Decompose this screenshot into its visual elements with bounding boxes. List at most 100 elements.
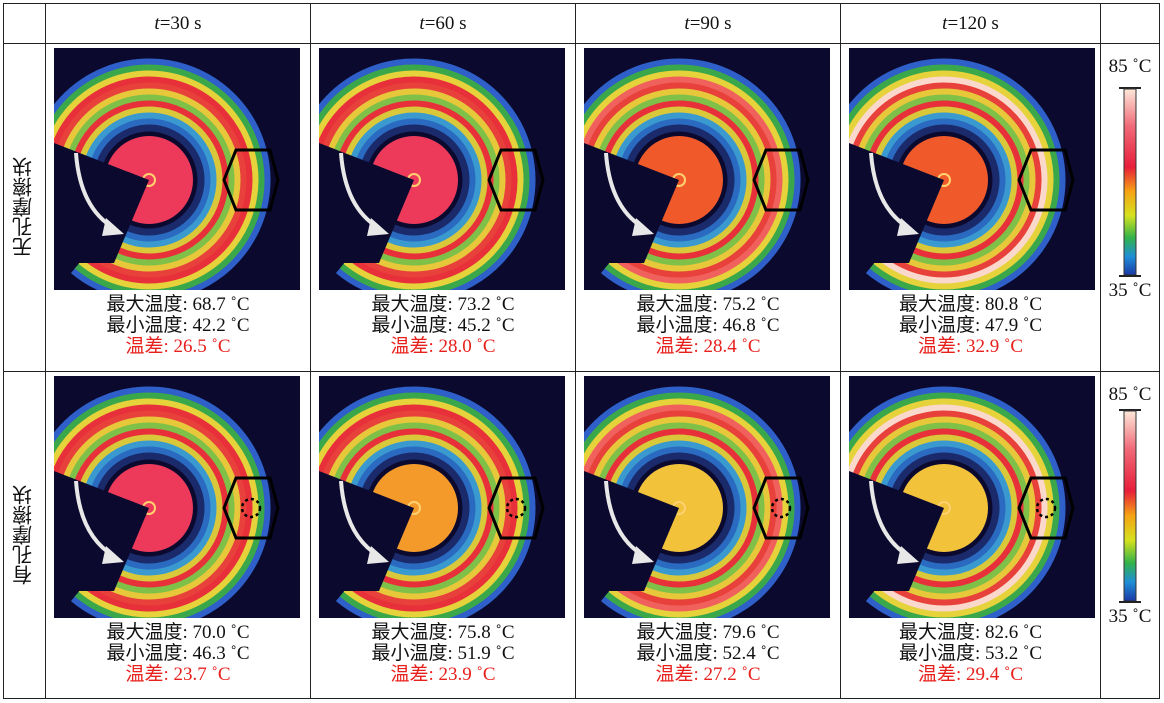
- thermal-ring: [869, 100, 1024, 260]
- thermal-ring: [598, 422, 765, 594]
- thermal-ring: [74, 428, 229, 588]
- thermal-ring: [891, 452, 1000, 564]
- temperature-stats: 最大温度: 70.0 ˚C 最小温度: 46.3 ˚C 温差: 23.7 ˚C: [46, 622, 310, 685]
- pad-hole-outline: [240, 497, 262, 519]
- temperature-stats: 最大温度: 80.8 ˚C 最小温度: 47.9 ˚C 温差: 32.9 ˚C: [841, 294, 1100, 357]
- friction-pad-outline: [1017, 148, 1075, 212]
- thermal-cell: 最大温度: 79.6 ˚C 最小温度: 52.4 ˚C 温差: 27.2 ˚C: [576, 372, 840, 699]
- max-temperature: 最大温度: 73.2 ˚C: [371, 294, 515, 315]
- thermal-ring: [626, 124, 735, 236]
- col-divider-2: [310, 3, 311, 699]
- row-label-no-hole: 无孔摩擦块: [13, 157, 36, 258]
- thermal-ring: [333, 422, 500, 594]
- min-temperature: 最小温度: 47.9 ˚C: [898, 315, 1043, 336]
- thermal-ring: [74, 100, 229, 260]
- color-scale-row-2: 85 ˚C 35 ˚C: [1101, 372, 1159, 698]
- thermal-ring: [319, 404, 518, 612]
- min-temperature: 最小温度: 53.2 ˚C: [898, 643, 1043, 664]
- thermal-ring: [322, 410, 512, 606]
- col-divider-0: [3, 3, 4, 699]
- thermal-ring: [849, 404, 1048, 612]
- min-temperature: 最小温度: 46.3 ˚C: [106, 643, 250, 664]
- temperature-difference: 温差: 32.9 ˚C: [917, 336, 1024, 357]
- thermal-ring: [891, 124, 1000, 236]
- row-divider: [3, 371, 1160, 372]
- thermal-ring: [91, 446, 211, 570]
- thermal-ring: [57, 82, 247, 278]
- thermal-ring: [609, 434, 753, 582]
- min-temperature: 最小温度: 52.4 ˚C: [636, 643, 780, 664]
- rotation-arrow-head: [897, 218, 919, 236]
- friction-pad-outline: [1017, 476, 1075, 540]
- thermal-ring: [598, 94, 765, 266]
- thermal-ring: [350, 112, 482, 248]
- rotation-arrow-head: [632, 218, 654, 236]
- temperature-difference: 温差: 23.7 ˚C: [125, 664, 231, 685]
- thermal-ring: [587, 410, 777, 606]
- max-temperature: 最大温度: 70.0 ˚C: [106, 622, 250, 643]
- thermal-ring: [584, 404, 783, 612]
- thermal-ring: [85, 440, 217, 576]
- friction-pad-outline: [222, 148, 280, 212]
- temperature-difference: 温差: 27.2 ˚C: [655, 664, 761, 685]
- thermal-ring: [869, 428, 1024, 588]
- thermal-ring: [54, 70, 259, 290]
- thermal-ring: [621, 446, 741, 570]
- figure-table: t=30 s t=60 s t=90 s t=120 s 无孔摩擦块 有孔摩擦块…: [3, 3, 1160, 699]
- thermal-ring: [874, 106, 1018, 254]
- thermal-ring: [344, 106, 488, 254]
- thermal-ring: [849, 70, 1054, 290]
- rotation-arrow-head: [632, 546, 654, 564]
- table-border-top: [3, 3, 1160, 4]
- thermal-image: [54, 48, 300, 290]
- thermal-ring: [319, 70, 524, 290]
- thermal-ring: [587, 82, 777, 278]
- thermal-ring: [54, 398, 259, 618]
- column-header-120s: t=120 s: [942, 13, 999, 34]
- thermal-ring: [886, 118, 1006, 242]
- thermal-ring: [361, 452, 470, 564]
- friction-pad-outline: [222, 476, 280, 540]
- thermal-ring: [85, 112, 217, 248]
- thermal-cell: 最大温度: 68.7 ˚C 最小温度: 42.2 ˚C 温差: 26.5 ˚C: [46, 44, 310, 371]
- friction-pad-outline: [487, 148, 545, 212]
- thermal-ring: [584, 76, 783, 284]
- thermal-image: [584, 376, 830, 618]
- row-label-with-hole: 有孔摩擦块: [13, 485, 36, 585]
- thermal-image: [319, 48, 565, 290]
- thermal-ring: [54, 76, 253, 284]
- thermal-ring: [339, 428, 494, 588]
- thermal-ring: [79, 434, 223, 582]
- thermal-ring: [886, 446, 1006, 570]
- thermal-ring: [68, 94, 235, 266]
- temperature-stats: 最大温度: 68.7 ˚C 最小温度: 42.2 ˚C 温差: 26.5 ˚C: [46, 294, 310, 357]
- col-divider-4: [840, 3, 841, 699]
- thermal-ring: [350, 440, 482, 576]
- thermal-image: [54, 376, 300, 618]
- temperature-stats: 最大温度: 82.6 ˚C 最小温度: 53.2 ˚C 温差: 29.4 ˚C: [841, 622, 1100, 685]
- rotation-arrow-head: [367, 546, 389, 564]
- color-bar: [1119, 409, 1141, 603]
- thermal-cell: 最大温度: 75.2 ˚C 最小温度: 46.8 ˚C 温差: 28.4 ˚C: [576, 44, 840, 371]
- scale-max-label: 85 ˚C: [1108, 384, 1152, 405]
- thermal-cell: 最大温度: 70.0 ˚C 最小温度: 46.3 ˚C 温差: 23.7 ˚C: [46, 372, 310, 699]
- max-temperature: 最大温度: 79.6 ˚C: [636, 622, 780, 643]
- friction-pad-outline: [487, 476, 545, 540]
- thermal-ring: [339, 100, 494, 260]
- min-temperature: 最小温度: 42.2 ˚C: [106, 315, 250, 336]
- col-divider-3: [575, 3, 576, 699]
- rotation-arrow-head: [897, 546, 919, 564]
- temperature-difference: 温差: 29.4 ˚C: [917, 664, 1024, 685]
- min-temperature: 最小温度: 51.9 ˚C: [371, 643, 515, 664]
- temperature-stats: 最大温度: 79.6 ˚C 最小温度: 52.4 ˚C 温差: 27.2 ˚C: [576, 622, 840, 685]
- max-temperature: 最大温度: 82.6 ˚C: [898, 622, 1043, 643]
- rotation-arrow-head: [102, 546, 124, 564]
- max-temperature: 最大温度: 75.2 ˚C: [636, 294, 780, 315]
- thermal-ring: [604, 428, 759, 588]
- thermal-cell: 最大温度: 75.8 ˚C 最小温度: 51.9 ˚C 温差: 23.9 ˚C: [311, 372, 575, 699]
- header-divider: [3, 43, 1160, 44]
- thermal-ring: [96, 124, 205, 236]
- thermal-ring: [584, 398, 789, 618]
- col-divider-6: [1159, 3, 1160, 699]
- temperature-difference: 温差: 26.5 ˚C: [125, 336, 231, 357]
